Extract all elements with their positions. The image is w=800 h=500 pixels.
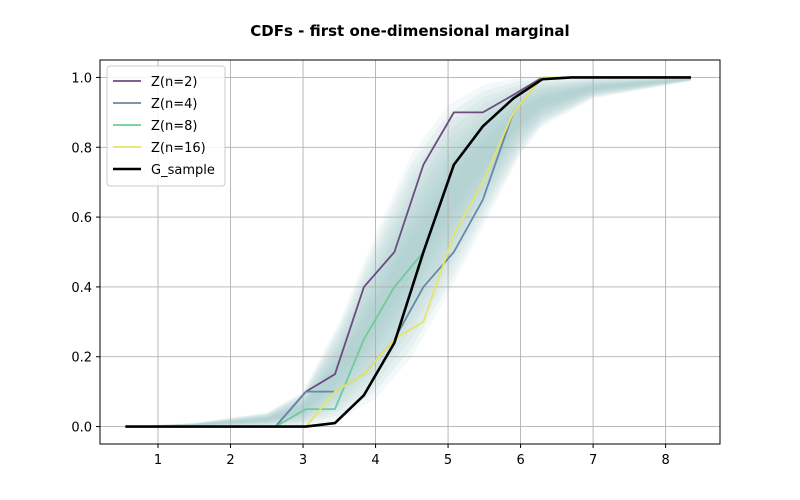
plot-frame xyxy=(99,59,721,445)
y-tick-label-0.8: 0.8 xyxy=(71,141,92,156)
series-line-g-sample xyxy=(125,76,691,428)
y-tick-label-0.0: 0.0 xyxy=(71,421,92,436)
legend-label-z-n-16: Z(n=16) xyxy=(151,141,206,156)
reference-band-layer xyxy=(125,77,691,427)
reference-band-layer-4 xyxy=(125,78,691,427)
x-tick-label-3: 3 xyxy=(299,453,307,468)
reference-band-layer-2 xyxy=(125,77,691,427)
y-tick-label-1.0: 1.0 xyxy=(71,71,92,86)
y-tick-label-0.6: 0.6 xyxy=(71,211,92,226)
legend-label-z-n-4: Z(n=4) xyxy=(151,97,197,112)
y-tick-label-0.4: 0.4 xyxy=(71,281,92,296)
x-tick-label-8: 8 xyxy=(661,453,669,468)
legend-box xyxy=(106,65,226,187)
legend: Z(n=2) Z(n=4) Z(n=8) Z(n=16) G_sample xyxy=(106,65,226,187)
reference-band-layer-8 xyxy=(125,78,691,427)
reference-band-layer-1 xyxy=(125,77,691,427)
reference-band-layer-0 xyxy=(125,77,691,427)
x-tick-label-1: 1 xyxy=(154,453,162,468)
reference-band-layer-9 xyxy=(125,78,691,427)
x-tick-label-7: 7 xyxy=(589,453,597,468)
legend-label-z-n-8: Z(n=8) xyxy=(151,119,197,134)
chart-title: CDFs - first one-dimensional marginal xyxy=(250,22,569,40)
x-tick-label-6: 6 xyxy=(516,453,524,468)
axis-ticks: 1 2 3 4 5 6 7 8 0.0 0.2 0.4 0.6 0.8 1.0 xyxy=(71,71,669,468)
series-layer xyxy=(125,76,691,428)
legend-label-g-sample: G_sample xyxy=(151,163,215,178)
series-line-z-n-16 xyxy=(125,76,691,428)
x-tick-label-4: 4 xyxy=(371,453,379,468)
x-tick-label-2: 2 xyxy=(226,453,234,468)
x-tick-label-5: 5 xyxy=(444,453,452,468)
reference-band-layer-3 xyxy=(125,77,691,427)
reference-band-layer-5 xyxy=(125,78,691,427)
legend-label-z-n-2: Z(n=2) xyxy=(151,75,197,90)
y-tick-label-0.2: 0.2 xyxy=(71,351,92,366)
reference-band-layer-6 xyxy=(125,78,691,427)
reference-band-layer-7 xyxy=(125,78,691,427)
